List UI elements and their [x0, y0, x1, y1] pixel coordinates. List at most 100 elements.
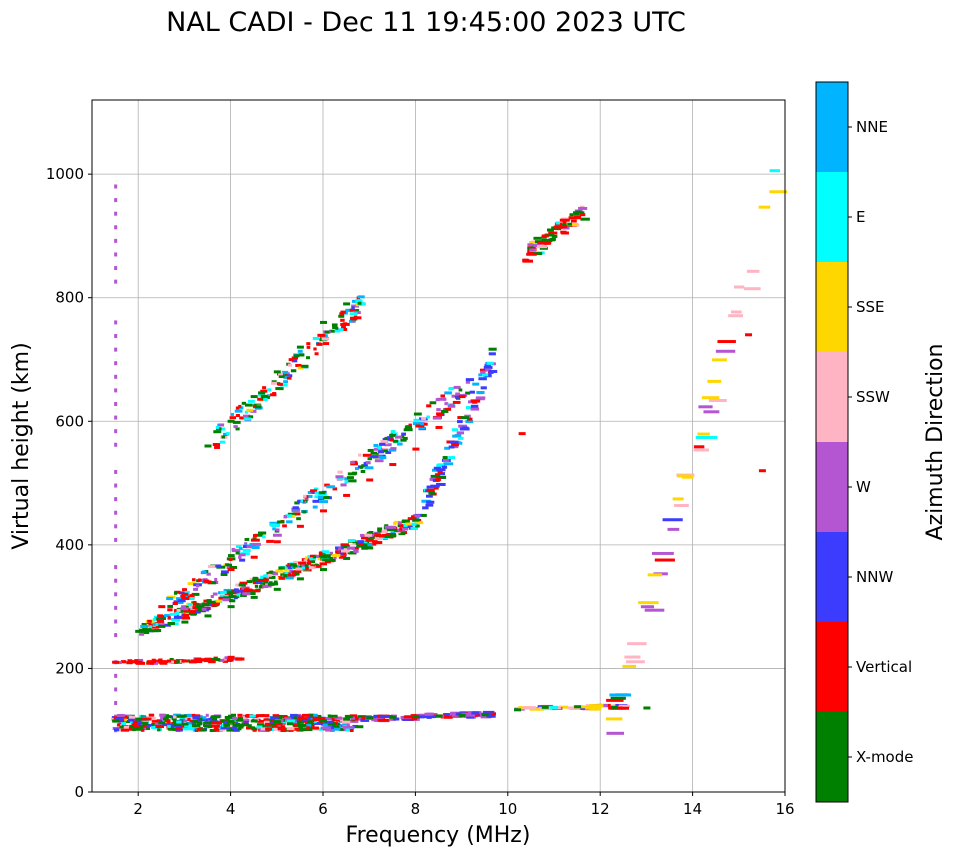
echo-mark — [121, 715, 127, 719]
echo-mark — [258, 578, 267, 582]
echo-mark — [188, 605, 196, 609]
echo-mark — [533, 244, 541, 248]
echo-mark — [361, 546, 368, 550]
echo-mark — [266, 394, 271, 398]
echo-mark — [344, 714, 353, 718]
echo-mark — [316, 342, 323, 346]
echo-mark — [117, 723, 121, 727]
echo-mark — [443, 713, 451, 717]
echo-mark — [428, 491, 436, 495]
echo-mark — [698, 405, 713, 409]
echo-mark — [402, 436, 408, 440]
echo-mark — [471, 711, 480, 715]
colorbar-label: SSE — [856, 298, 885, 316]
echo-mark — [362, 453, 372, 457]
echo-mark — [426, 712, 434, 716]
data-point — [204, 580, 212, 584]
echo-mark — [264, 722, 271, 726]
echo-mark — [712, 358, 727, 362]
echo-mark — [579, 213, 586, 217]
echo-mark — [114, 592, 118, 597]
echo-mark — [299, 728, 306, 732]
echo-mark — [191, 727, 195, 731]
echo-mark — [378, 530, 388, 534]
echo-mark — [182, 588, 187, 592]
echo-mark — [170, 660, 178, 664]
echo-mark — [319, 554, 325, 558]
echo-mark — [258, 585, 265, 589]
echo-mark — [310, 564, 316, 568]
echo-mark — [263, 574, 269, 578]
echo-mark — [268, 575, 276, 579]
echo-mark — [298, 725, 303, 729]
echo-mark — [269, 723, 277, 727]
echo-mark — [225, 563, 230, 567]
echo-mark — [430, 484, 440, 488]
echo-mark — [457, 416, 464, 420]
echo-mark — [223, 588, 232, 592]
echo-mark — [466, 715, 474, 719]
echo-mark — [139, 726, 144, 730]
echo-mark — [717, 340, 736, 344]
echo-mark — [221, 435, 226, 439]
echo-mark — [114, 429, 118, 434]
data-point — [745, 333, 753, 337]
echo-mark — [186, 721, 192, 725]
echo-mark — [294, 501, 300, 505]
echo-mark — [223, 596, 231, 600]
echo-mark — [198, 578, 202, 582]
echo-mark — [152, 618, 157, 622]
echo-mark — [412, 514, 421, 518]
echo-mark — [122, 660, 127, 664]
echo-mark — [480, 370, 486, 374]
echo-mark — [291, 356, 299, 360]
echo-mark — [114, 225, 118, 230]
echo-mark — [444, 402, 449, 406]
echo-mark — [415, 424, 425, 428]
echo-mark — [257, 719, 264, 723]
echo-mark — [187, 597, 195, 601]
colorbar-frame — [815, 81, 849, 803]
data-point — [250, 555, 258, 559]
echo-mark — [304, 564, 309, 568]
data-point — [320, 320, 327, 324]
data-point — [389, 463, 397, 467]
data-point — [112, 719, 120, 723]
echo-mark — [420, 422, 428, 426]
echo-mark — [674, 504, 689, 508]
echo-mark — [332, 553, 341, 557]
data-point — [611, 705, 619, 709]
echo-mark — [227, 554, 235, 558]
echo-mark — [175, 714, 184, 718]
echo-mark — [409, 717, 417, 721]
echo-mark — [301, 566, 306, 570]
data-point — [343, 556, 351, 560]
echo-mark — [413, 418, 420, 422]
echo-mark — [303, 494, 307, 498]
echo-mark — [450, 711, 458, 715]
echo-mark — [436, 408, 441, 412]
echo-mark — [127, 659, 133, 663]
echo-mark — [248, 415, 254, 419]
echo-mark — [237, 716, 243, 720]
echo-mark — [195, 604, 202, 608]
echo-mark — [321, 337, 330, 341]
echo-mark — [229, 416, 237, 420]
echo-mark — [309, 566, 315, 570]
echo-mark — [242, 714, 247, 718]
echo-mark — [218, 658, 225, 662]
data-point — [181, 659, 189, 663]
echo-mark — [205, 603, 214, 607]
echo-mark — [340, 328, 345, 332]
echo-mark — [232, 420, 241, 424]
echo-mark — [287, 562, 292, 566]
echo-mark — [114, 687, 118, 692]
echo-mark — [475, 397, 485, 401]
echo-mark — [304, 722, 311, 726]
echo-mark — [426, 404, 432, 408]
echo-mark — [436, 397, 446, 401]
echo-mark — [298, 561, 307, 565]
echo-mark — [164, 614, 171, 618]
echo-mark — [232, 723, 237, 727]
echo-mark — [292, 506, 299, 510]
